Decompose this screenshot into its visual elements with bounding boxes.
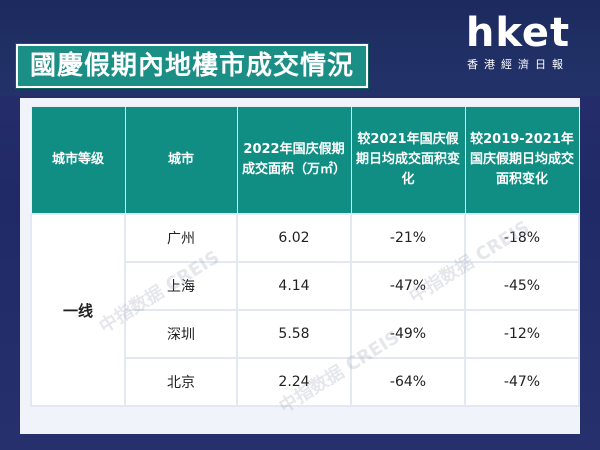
header-area-2022: 2022年国庆假期成交面积（万㎡） [236,106,352,215]
vs2019-2021-cell: -12% [464,309,580,359]
logo-subtitle: 香港經濟日報 [467,58,569,71]
city-cell: 北京 [124,357,238,407]
area-cell: 6.02 [236,213,352,263]
vs2021-cell: -21% [350,213,466,263]
tier-cell: 一线 [30,213,126,407]
vs2019-2021-cell: -47% [464,357,580,407]
transaction-table: 城市等级 城市 2022年国庆假期成交面积（万㎡） 较2021年国庆假期日均成交… [30,106,580,407]
area-cell: 4.14 [236,261,352,311]
header-row: 城市等级 城市 2022年国庆假期成交面积（万㎡） 较2021年国庆假期日均成交… [30,106,580,215]
vs2021-cell: -64% [350,357,466,407]
vs2019-2021-cell: -18% [464,213,580,263]
header-change-vs-2019-2021: 较2019-2021年国庆假期日均成交面积变化 [464,106,580,215]
table-row: 深圳 5.58 -49% -12% [31,309,580,359]
table-row: 北京 2.24 -64% -47% [31,357,580,407]
header-city-tier: 城市等级 [30,106,126,215]
hket-logo: hket 香港經濟日報 [458,12,578,72]
header-city: 城市 [124,106,238,215]
city-cell: 深圳 [124,309,238,359]
city-cell: 上海 [124,261,238,311]
page-title: 國慶假期內地樓市成交情況 [16,44,369,88]
vs2019-2021-cell: -45% [464,261,580,311]
vs2021-cell: -47% [350,261,466,311]
table-row: 上海 4.14 -47% -45% [31,261,580,311]
vs2021-cell: -49% [350,309,466,359]
area-cell: 5.58 [236,309,352,359]
city-cell: 广州 [124,213,238,263]
table-row: 一线 广州 6.02 -21% -18% [30,213,580,407]
logo-word: hket [465,10,571,56]
header-change-vs-2021: 较2021年国庆假期日均成交面积变化 [350,106,466,215]
table-panel: 城市等级 城市 2022年国庆假期成交面积（万㎡） 较2021年国庆假期日均成交… [20,98,580,434]
area-cell: 2.24 [236,357,352,407]
